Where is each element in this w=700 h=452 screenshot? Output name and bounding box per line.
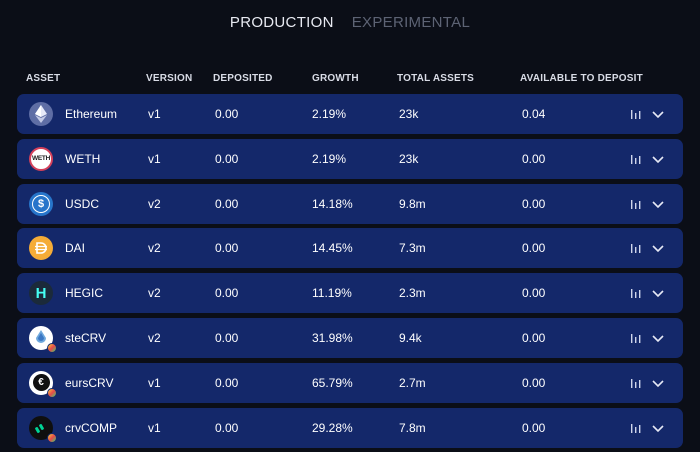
table-row[interactable]: H HEGIC v2 0.00 11.19% 2.3m 0.00 [17, 273, 683, 314]
asset-name: steCRV [65, 330, 107, 345]
column-header-deposited: DEPOSITED [213, 73, 273, 84]
vault-table: Ethereum v1 0.00 2.19% 23k 0.04 WETH WET… [17, 94, 683, 452]
total-assets-value: 9.4k [399, 330, 422, 345]
stecrv-icon [29, 325, 57, 353]
growth-value: 11.19% [312, 286, 352, 301]
asset-version: v2 [148, 241, 161, 256]
usdc-logo-glyph: $ [32, 194, 50, 213]
total-assets-value: 23k [399, 151, 419, 166]
deposited-value: 0.00 [215, 375, 239, 390]
chart-icon[interactable] [629, 197, 643, 211]
chevron-down-icon[interactable] [651, 241, 665, 255]
hegic-logo-glyph: H [35, 284, 47, 302]
chart-icon[interactable] [629, 152, 643, 166]
vault-tabs: PRODUCTION EXPERIMENTAL [0, 14, 700, 31]
asset-version: v1 [148, 151, 161, 166]
available-to-deposit-value: 0.00 [522, 196, 546, 211]
chevron-down-icon[interactable] [651, 376, 665, 390]
available-to-deposit-value: 0.00 [522, 151, 546, 166]
growth-value: 2.19% [312, 151, 347, 166]
table-row[interactable]: WETH WETH v1 0.00 2.19% 23k 0.00 [17, 138, 683, 179]
total-assets-value: 23k [399, 107, 419, 121]
asset-version: v2 [148, 286, 161, 301]
eurscrv-icon: € [29, 370, 57, 398]
deposited-value: 0.00 [215, 151, 239, 166]
total-assets-value: 9.8m [399, 196, 426, 211]
available-to-deposit-value: 0.00 [522, 241, 546, 256]
total-assets-value: 2.3m [399, 286, 426, 301]
deposited-value: 0.00 [215, 420, 239, 435]
asset-name: WETH [65, 151, 101, 166]
asset-version: v2 [148, 330, 161, 345]
curve-badge-icon [47, 432, 57, 443]
table-row[interactable]: Ethereum v1 0.00 2.19% 23k 0.04 [17, 94, 683, 134]
asset-name: Ethereum [65, 107, 118, 121]
deposited-value: 0.00 [215, 196, 239, 211]
chart-icon[interactable] [629, 421, 643, 435]
asset-version: v2 [148, 196, 161, 211]
column-header-available-to-deposit: AVAILABLE TO DEPOSIT [520, 73, 643, 84]
chevron-down-icon[interactable] [651, 421, 665, 435]
chevron-down-icon[interactable] [651, 107, 665, 121]
table-row[interactable]: $ USDC v2 0.00 14.18% 9.8m 0.00 [17, 183, 683, 224]
growth-value: 2.19% [312, 107, 347, 121]
table-header: ASSET VERSION DEPOSITED GROWTH TOTAL ASS… [0, 73, 700, 87]
chart-icon[interactable] [629, 286, 643, 300]
chevron-down-icon[interactable] [651, 152, 665, 166]
column-header-total-assets: TOTAL ASSETS [397, 73, 475, 84]
available-to-deposit-value: 0.00 [522, 375, 546, 390]
chart-icon[interactable] [629, 331, 643, 345]
asset-name: eursCRV [65, 375, 114, 390]
total-assets-value: 7.3m [399, 241, 426, 256]
weth-icon: WETH [29, 146, 53, 171]
table-row[interactable]: DAI v2 0.00 14.45% 7.3m 0.00 [17, 228, 683, 269]
column-header-version: VERSION [146, 73, 193, 84]
chart-icon[interactable] [629, 241, 643, 255]
growth-value: 14.45% [312, 241, 353, 256]
available-to-deposit-value: 0.00 [522, 330, 546, 345]
growth-value: 14.18% [312, 196, 353, 211]
curve-badge-icon [47, 342, 57, 353]
curve-badge-icon [47, 387, 57, 398]
growth-value: 29.28% [312, 420, 353, 435]
chevron-down-icon[interactable] [651, 286, 665, 300]
total-assets-value: 7.8m [399, 420, 426, 435]
hegic-icon: H [29, 281, 53, 306]
asset-name: HEGIC [65, 286, 104, 301]
column-header-growth: GROWTH [312, 73, 359, 84]
asset-name: DAI [65, 241, 86, 256]
eurscrv-logo-glyph: € [32, 374, 50, 392]
total-assets-value: 2.7m [399, 375, 426, 390]
deposited-value: 0.00 [215, 107, 239, 121]
asset-version: v1 [148, 107, 161, 121]
deposited-value: 0.00 [215, 286, 239, 301]
usdc-icon: $ [29, 191, 53, 216]
chevron-down-icon[interactable] [651, 197, 665, 211]
chevron-down-icon[interactable] [651, 331, 665, 345]
available-to-deposit-value: 0.00 [522, 420, 546, 435]
dai-icon [29, 236, 53, 261]
weth-logo-glyph: WETH [32, 155, 50, 163]
chart-icon[interactable] [629, 107, 643, 121]
deposited-value: 0.00 [215, 330, 239, 345]
table-row[interactable]: crvCOMP v1 0.00 29.28% 7.8m 0.00 [17, 407, 683, 448]
deposited-value: 0.00 [215, 241, 239, 256]
growth-value: 31.98% [312, 330, 353, 345]
table-row[interactable]: steCRV v2 0.00 31.98% 9.4k 0.00 [17, 317, 683, 358]
column-header-asset: ASSET [26, 73, 61, 84]
tab-experimental[interactable]: EXPERIMENTAL [351, 14, 471, 31]
asset-name: USDC [65, 196, 100, 211]
available-to-deposit-value: 0.00 [522, 286, 546, 301]
available-to-deposit-value: 0.04 [522, 107, 546, 121]
growth-value: 65.79% [312, 375, 353, 390]
ethereum-icon [29, 102, 53, 126]
asset-version: v1 [148, 420, 161, 435]
crvcomp-icon [29, 415, 57, 443]
asset-version: v1 [148, 375, 161, 390]
tab-production[interactable]: PRODUCTION [229, 14, 334, 31]
chart-icon[interactable] [629, 376, 643, 390]
asset-name: crvCOMP [65, 420, 117, 435]
table-row[interactable]: € eursCRV v1 0.00 65.79% 2.7m 0.00 [17, 362, 683, 403]
